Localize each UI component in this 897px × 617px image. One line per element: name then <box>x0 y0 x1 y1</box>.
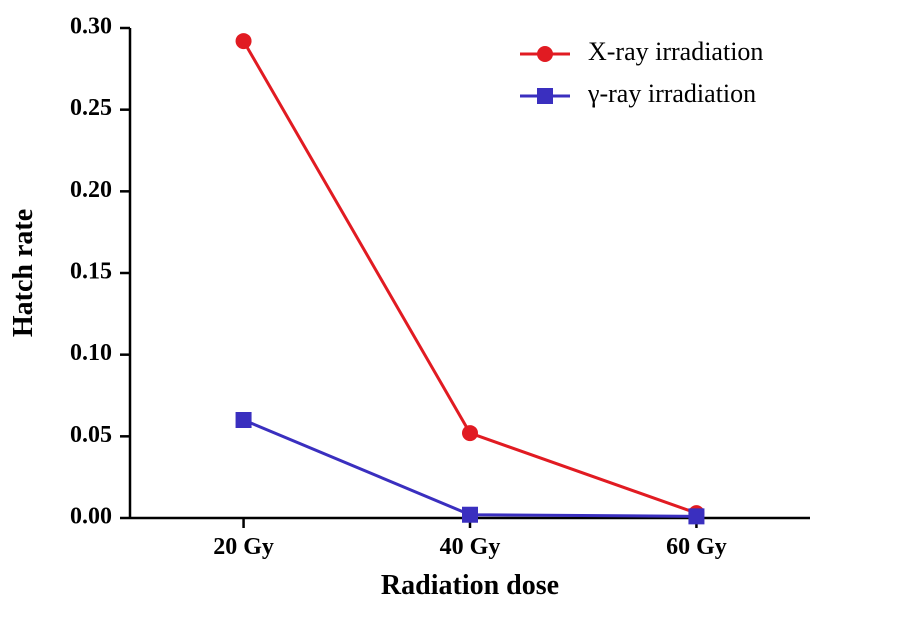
legend-label-gammaray: γ-ray irradiation <box>587 79 756 108</box>
marker-gammaray <box>462 507 478 523</box>
y-tick-label: 0.10 <box>70 340 112 366</box>
x-axis-title: Radiation dose <box>381 570 559 601</box>
y-axis-title: Hatch rate <box>8 209 39 337</box>
y-tick-label: 0.20 <box>70 177 112 203</box>
y-tick-label: 0.30 <box>70 14 112 40</box>
chart-svg: 0.00 0.05 0.10 0.15 0.20 0.25 0.30 20 Gy 40 Gy 60… <box>0 0 897 617</box>
y-tick-label: 0.15 <box>70 259 112 285</box>
chart-bg <box>0 0 897 617</box>
legend-label-xray: X-ray irradiation <box>588 37 763 66</box>
marker-gammaray <box>688 508 704 524</box>
marker-xray <box>462 425 478 441</box>
marker-gammaray <box>236 412 252 428</box>
y-tick-label: 0.25 <box>70 95 112 121</box>
legend-marker-gammaray <box>537 88 553 104</box>
marker-xray <box>236 33 252 49</box>
y-tick-label: 0.05 <box>70 422 112 448</box>
legend-marker-xray <box>537 46 553 62</box>
x-tick-label: 20 Gy <box>213 534 274 560</box>
y-tick-label: 0.00 <box>70 504 112 530</box>
x-tick-label: 60 Gy <box>666 534 727 560</box>
x-tick-label: 40 Gy <box>440 534 501 560</box>
chart-container: 0.00 0.05 0.10 0.15 0.20 0.25 0.30 20 Gy 40 Gy 60… <box>0 0 897 617</box>
